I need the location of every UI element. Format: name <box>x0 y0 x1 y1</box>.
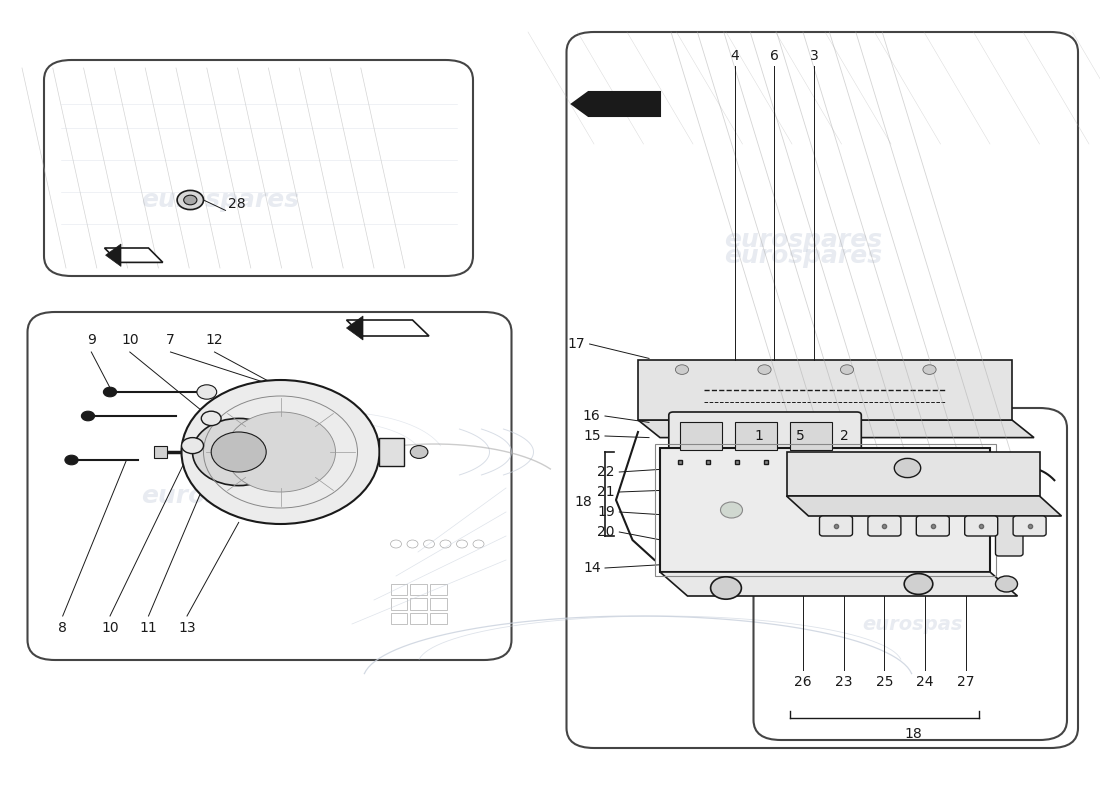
Text: 18: 18 <box>904 726 922 741</box>
Circle shape <box>840 365 854 374</box>
Text: 3: 3 <box>810 49 818 63</box>
FancyBboxPatch shape <box>669 412 861 456</box>
Circle shape <box>197 385 217 399</box>
Text: 14: 14 <box>583 561 601 575</box>
Circle shape <box>211 432 266 472</box>
Text: 23: 23 <box>835 674 852 689</box>
Bar <box>430 613 447 624</box>
Circle shape <box>820 502 842 518</box>
Bar <box>735 422 777 450</box>
Circle shape <box>918 502 940 518</box>
Text: 12: 12 <box>206 333 223 347</box>
Text: 26: 26 <box>794 674 812 689</box>
FancyBboxPatch shape <box>996 508 1023 556</box>
Circle shape <box>103 387 117 397</box>
Text: 9: 9 <box>87 333 96 347</box>
Circle shape <box>720 502 742 518</box>
FancyBboxPatch shape <box>638 360 1012 420</box>
Polygon shape <box>669 460 720 474</box>
Text: 1: 1 <box>755 429 763 443</box>
Text: 15: 15 <box>583 429 601 443</box>
FancyBboxPatch shape <box>965 516 998 536</box>
Circle shape <box>182 380 380 524</box>
Text: 19: 19 <box>597 505 615 519</box>
Bar <box>430 598 447 610</box>
Text: 10: 10 <box>121 333 139 347</box>
FancyBboxPatch shape <box>786 452 1040 496</box>
Text: 17: 17 <box>568 337 585 351</box>
Circle shape <box>81 411 95 421</box>
Text: 8: 8 <box>58 621 67 635</box>
Text: 20: 20 <box>597 525 615 539</box>
Circle shape <box>675 365 689 374</box>
Circle shape <box>192 418 285 486</box>
Polygon shape <box>346 320 429 336</box>
Text: 21: 21 <box>597 485 615 499</box>
Bar <box>790 422 832 450</box>
Text: 10: 10 <box>101 621 119 635</box>
Polygon shape <box>669 476 726 492</box>
Polygon shape <box>638 420 1034 438</box>
Text: 27: 27 <box>957 674 975 689</box>
Circle shape <box>201 411 221 426</box>
Bar <box>390 613 407 624</box>
Text: 7: 7 <box>166 333 175 347</box>
FancyBboxPatch shape <box>820 516 852 536</box>
Bar <box>410 584 427 595</box>
Text: 2: 2 <box>840 429 849 443</box>
Text: 11: 11 <box>140 621 157 635</box>
Text: eurospares: eurospares <box>141 484 299 508</box>
Text: 5: 5 <box>796 429 805 443</box>
Polygon shape <box>106 244 121 266</box>
Polygon shape <box>346 316 363 340</box>
Text: eurospares: eurospares <box>141 188 299 212</box>
Bar <box>379 438 404 466</box>
Text: 22: 22 <box>597 465 615 479</box>
FancyBboxPatch shape <box>669 528 839 572</box>
Text: 16: 16 <box>583 409 601 423</box>
Bar <box>410 598 427 610</box>
Circle shape <box>410 446 428 458</box>
Circle shape <box>996 576 1018 592</box>
Bar <box>390 584 407 595</box>
Text: eurospares: eurospares <box>724 228 882 252</box>
Circle shape <box>65 455 78 465</box>
Circle shape <box>923 365 936 374</box>
Text: 24: 24 <box>916 674 934 689</box>
Circle shape <box>758 365 771 374</box>
FancyBboxPatch shape <box>1013 516 1046 536</box>
Text: 25: 25 <box>876 674 893 689</box>
FancyBboxPatch shape <box>868 516 901 536</box>
Polygon shape <box>572 92 660 116</box>
Polygon shape <box>786 496 1062 516</box>
FancyBboxPatch shape <box>660 448 990 572</box>
Text: 28: 28 <box>228 197 245 211</box>
Bar <box>390 598 407 610</box>
Text: 18: 18 <box>574 495 592 510</box>
Polygon shape <box>660 572 1018 596</box>
Circle shape <box>184 195 197 205</box>
Text: eurospas: eurospas <box>862 614 964 634</box>
FancyBboxPatch shape <box>916 516 949 536</box>
Circle shape <box>894 458 921 478</box>
Text: 6: 6 <box>770 49 779 63</box>
Text: eurospares: eurospares <box>724 244 882 268</box>
Circle shape <box>226 412 336 492</box>
Bar <box>430 584 447 595</box>
Circle shape <box>904 574 933 594</box>
Text: eurospares: eurospares <box>724 564 882 588</box>
Circle shape <box>711 577 741 599</box>
Circle shape <box>177 190 204 210</box>
Bar <box>410 613 427 624</box>
Text: 13: 13 <box>178 621 196 635</box>
Text: 4: 4 <box>730 49 739 63</box>
Bar <box>154 446 167 458</box>
Polygon shape <box>104 248 163 262</box>
Bar <box>680 422 722 450</box>
Circle shape <box>182 438 204 454</box>
Text: eurospares: eurospares <box>724 564 882 588</box>
